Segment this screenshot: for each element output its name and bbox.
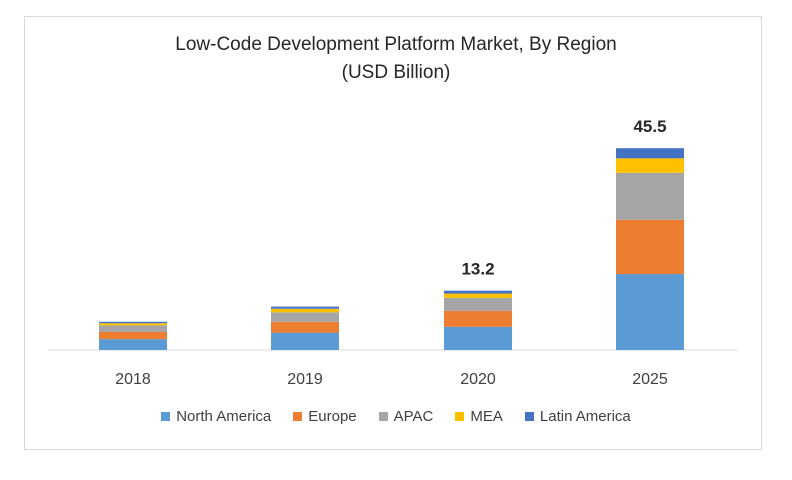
legend-swatch	[293, 412, 303, 421]
bar-segment-2019-north-america	[271, 332, 339, 350]
bar-segment-2018-europe	[99, 331, 167, 340]
bar-segment-2025-north-america	[616, 274, 684, 350]
x-tick-label: 2020	[460, 371, 496, 388]
legend-label: Latin America	[539, 408, 631, 425]
x-tick-label: 2025	[632, 371, 668, 388]
bar-segment-2025-mea	[616, 158, 684, 173]
bar-segment-2025-apac	[616, 172, 684, 220]
bar-segment-2019-latin-america	[271, 306, 339, 309]
legend-label: North America	[176, 408, 272, 425]
bar-segment-2020-latin-america	[444, 290, 512, 294]
bar-segment-2019-apac	[271, 312, 339, 322]
chart-subtitle: (USD Billion)	[341, 62, 451, 83]
bar-segment-2018-latin-america	[99, 321, 167, 324]
bar-segment-2025-latin-america	[616, 148, 684, 159]
legend-label: MEA	[470, 408, 503, 425]
chart-legend: North America Europe APAC MEA Latin America	[0, 408, 792, 425]
bar-segment-2020-north-america	[444, 326, 512, 350]
bar-segment-2018-apac	[99, 325, 167, 332]
legend-swatch	[455, 412, 465, 421]
legend-label: Europe	[308, 408, 357, 425]
legend-item-europe: Europe	[293, 408, 357, 425]
chart-title: Low-Code Development Platform Market, By…	[175, 34, 617, 55]
data-label-2020: 13.2	[461, 260, 494, 279]
bar-segment-2019-europe	[271, 321, 339, 333]
bar-segment-2025-europe	[616, 219, 684, 275]
legend-item-north-america: North America	[161, 408, 271, 425]
bar-segment-2018-mea	[99, 323, 167, 326]
legend-item-latin-america: Latin America	[524, 408, 631, 425]
bar-segment-2020-mea	[444, 293, 512, 298]
legend-item-apac: APAC	[378, 408, 434, 425]
x-tick-label: 2019	[287, 371, 323, 388]
legend-item-mea: MEA	[455, 408, 503, 425]
legend-swatch	[161, 412, 171, 421]
bar-segment-2020-europe	[444, 310, 512, 327]
legend-swatch	[378, 412, 388, 421]
legend-label: APAC	[393, 408, 434, 425]
data-label-2025: 45.5	[633, 117, 666, 136]
bar-segment-2019-mea	[271, 308, 339, 313]
bar-segment-2018-north-america	[99, 339, 167, 350]
legend-swatch	[524, 412, 534, 421]
bar-segment-2020-apac	[444, 297, 512, 311]
x-tick-label: 2018	[115, 371, 151, 388]
